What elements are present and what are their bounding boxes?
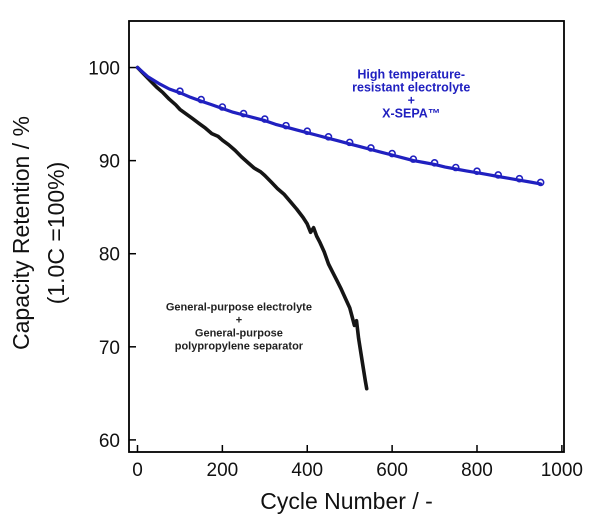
series-marker-x-sepa [494,171,503,179]
black-series-label: General-purpose electrolyte [166,302,312,314]
series-line-general-purpose [135,65,369,391]
x-tick-label: 400 [291,460,323,481]
x-tick-label: 200 [207,460,239,481]
series-marker-x-sepa [303,127,312,136]
series-marker-x-sepa [239,109,248,118]
x-tick-label: 600 [376,460,408,481]
plot-border [128,20,565,453]
x-axis-title: Cycle Number / - [260,488,433,514]
series-marker-x-sepa [345,138,354,147]
y-tick-label: 90 [99,152,120,173]
y-tick-label: 70 [99,338,120,359]
series-line-x-sepa [135,65,543,186]
series-marker-x-sepa [367,144,375,152]
x-tick-label: 1000 [541,460,583,481]
black-series-label: polypropylene separator [175,341,304,353]
series-marker-x-sepa [282,121,290,130]
series-marker-x-sepa [388,149,396,158]
x-tick-label: 0 [132,460,143,481]
x-tick-label: 800 [461,460,493,481]
blue-series-label: + [408,94,415,108]
series-marker-x-sepa [473,167,481,176]
series-marker-x-sepa [218,103,227,111]
y-tick-label: 100 [88,59,120,80]
series-marker-x-sepa [176,87,184,95]
series-marker-x-sepa [324,132,333,141]
series-marker-x-sepa [515,174,524,183]
series-marker-x-sepa [197,95,205,104]
y-tick-label: 80 [99,245,120,266]
y-tick-label: 60 [99,431,120,452]
blue-series-label: resistant electrolyte [352,81,470,95]
blue-series-label: X-SEPA™ [382,107,440,121]
series-marker-x-sepa [451,163,460,172]
y-axis-title-line1: Capacity Retention / % [8,116,34,350]
series-marker-x-sepa [409,155,418,163]
series-marker-x-sepa [430,159,439,167]
y-axis-title-line2: (1.0C =100%) [43,161,69,305]
series-marker-x-sepa [536,178,545,187]
series-marker-x-sepa [261,115,269,123]
black-series-label: + [236,315,242,327]
blue-series-label: High temperature- [357,68,465,82]
black-series-label: General-purpose [195,328,283,340]
